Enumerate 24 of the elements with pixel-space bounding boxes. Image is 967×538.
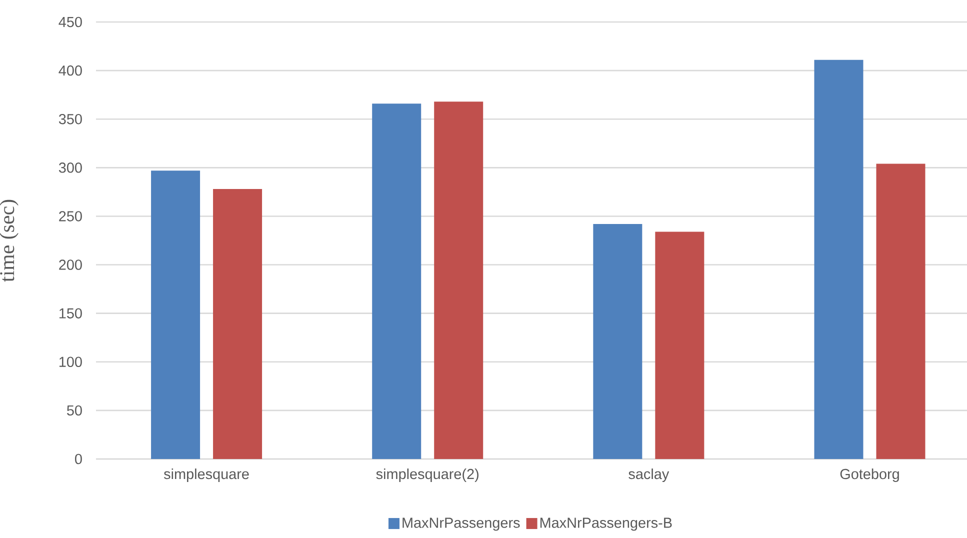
y-tick-label: 350 [58, 114, 82, 124]
y-tick-label: 100 [59, 356, 82, 367]
bar [372, 104, 422, 459]
legend-label: MaxNrPassengers-B [540, 518, 672, 531]
x-tick-label: saclay [628, 468, 670, 482]
bar [876, 164, 926, 459]
bar [213, 189, 262, 459]
x-tick-label: simplesquare [164, 468, 249, 482]
bar [151, 170, 200, 459]
y-tick-label: 200 [59, 260, 82, 270]
bar [655, 232, 704, 459]
y-tick-label: 300 [58, 162, 82, 173]
y-tick-label: 400 [58, 65, 82, 76]
y-tick-label: 150 [59, 308, 82, 318]
x-tick-label: Goteborg [840, 468, 899, 482]
y-tick-label: 0 [75, 454, 82, 464]
bar [593, 224, 642, 459]
y-tick-label: 50 [66, 405, 82, 416]
bar [814, 60, 864, 459]
legend-label: MaxNrPassengers [402, 518, 520, 531]
y-tick-label: 250 [59, 211, 82, 222]
x-tick-label: simplesquare(2) [376, 468, 478, 482]
y-tick-label: 450 [58, 16, 82, 28]
bar [434, 102, 484, 459]
